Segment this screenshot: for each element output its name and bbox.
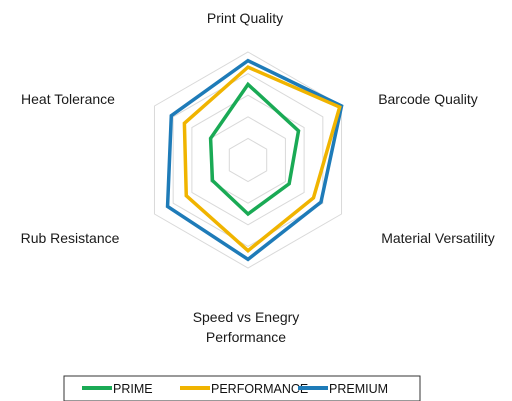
- axis-label-5: Heat Tolerance: [21, 91, 115, 107]
- grid-ring-1: [228, 137, 268, 183]
- axis-label-4: Rub Resistance: [21, 230, 120, 246]
- legend-label-prime: PRIME: [113, 382, 153, 396]
- axis-label-3: Speed vs Enegry Performance: [193, 309, 300, 345]
- radar-series-group: [165, 58, 344, 262]
- legend-label-performance: PERFORMANCE: [211, 382, 308, 396]
- grid-ring-4: [172, 73, 324, 247]
- axis-label-1: Barcode Quality: [378, 91, 478, 107]
- grid-ring-3: [191, 94, 305, 226]
- series-line-prime: [208, 81, 301, 217]
- legend-label-premium: PREMIUM: [329, 382, 388, 396]
- axis-label-2: Material Versatility: [381, 230, 495, 246]
- axis-label-0: Print Quality: [207, 10, 283, 26]
- legend-box: [63, 375, 421, 401]
- legend: PRIME PERFORMANCE PREMIUM: [63, 375, 421, 401]
- axis-labels: Print Quality Barcode Quality Material Ver…: [21, 10, 495, 345]
- series-line-performance: [182, 65, 342, 254]
